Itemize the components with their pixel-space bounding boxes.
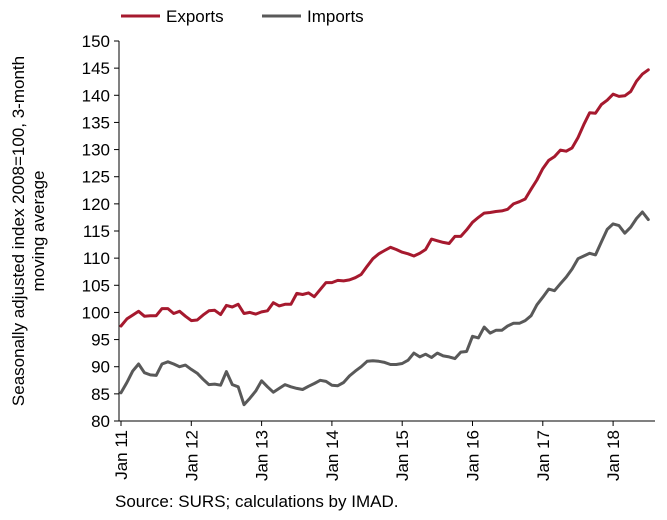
x-tick-label: Jan 18	[604, 430, 623, 481]
source-note: Source: SURS; calculations by IMAD.	[115, 492, 399, 511]
plot-frame	[118, 41, 655, 422]
x-tick-label: Jan 16	[464, 430, 483, 481]
legend: Exports Imports	[121, 7, 364, 26]
x-tick-label: Jan 17	[534, 430, 553, 481]
y-axis-title-line: Seasonally adjusted index 2008=100, 3-mo…	[9, 56, 28, 406]
y-tick-label: 85	[91, 385, 110, 404]
y-axis-title-line: moving average	[29, 171, 48, 292]
legend-label-exports: Exports	[166, 7, 224, 26]
series-line-imports	[119, 210, 650, 407]
y-tick-label: 135	[82, 113, 110, 132]
legend-label-imports: Imports	[307, 7, 364, 26]
y-axis-title: Seasonally adjusted index 2008=100, 3-mo…	[9, 56, 48, 406]
y-tick-label: 105	[82, 276, 110, 295]
y-tick-label: 145	[82, 59, 110, 78]
series-line-exports	[119, 68, 650, 328]
y-tick-label: 140	[82, 86, 110, 105]
y-tick-label: 100	[82, 303, 110, 322]
y-tick-label: 130	[82, 141, 110, 160]
y-tick-label: 90	[91, 358, 110, 377]
x-tick-label: Jan 11	[112, 430, 131, 480]
y-tick-label: 150	[82, 32, 110, 51]
y-tick-label: 95	[91, 331, 110, 350]
y-tick-label: 115	[83, 222, 110, 241]
y-tick-label: 120	[82, 195, 110, 214]
y-axis: 80 85 90 95 100 105 110 115 120 125 130 135 140 145 15…	[82, 32, 119, 431]
x-tick-label: Jan 15	[393, 430, 412, 481]
x-tick-label: Jan 14	[323, 430, 342, 481]
series-lines	[119, 68, 650, 407]
y-tick-label: 125	[82, 168, 110, 187]
x-tick-label: Jan 12	[182, 430, 201, 481]
y-tick-label: 80	[91, 412, 110, 431]
x-tick-label: Jan 13	[253, 430, 272, 481]
x-axis: Jan 11 Jan 12 Jan 13 Jan 14 Jan 15 Jan 16 Jan …	[112, 421, 623, 481]
y-tick-label: 110	[83, 249, 110, 268]
